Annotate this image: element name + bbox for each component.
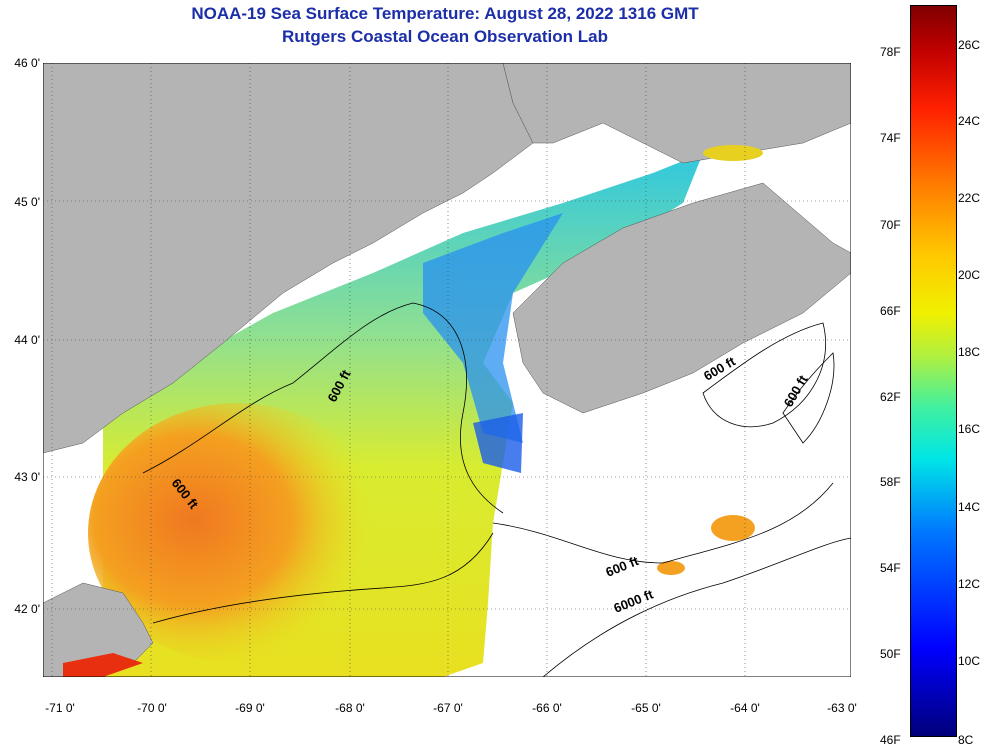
lon-label-69: -69 0' [235,701,265,715]
cold-patch [473,413,523,473]
lat-label-44: 44 0' [14,333,40,347]
colorbar-label-f: 58F [880,475,901,489]
lon-label-65: -65 0' [631,701,661,715]
colorbar-label-c: 18C [958,345,981,359]
colorbar-label-c: 10C [958,654,981,668]
land-nova-scotia [512,182,851,414]
warm-shelf [63,653,143,677]
lon-label-70: -70 0' [137,701,167,715]
lat-label-45: 45 0' [14,195,40,209]
lat-label-43: 43 0' [14,470,40,484]
colorbar-label-f: 54F [880,561,901,575]
lon-label-63: -63 0' [827,701,857,715]
colorbar-label-c: 14C [958,500,981,514]
map-subtitle: Rutgers Coastal Ocean Observation Lab [282,27,608,46]
map-title: NOAA-19 Sea Surface Temperature: August … [191,4,699,23]
colorbar-label-f: 62F [880,390,901,404]
cold-band [423,213,563,443]
lat-label-42: 42 0' [14,602,40,616]
sst-map: 600 ft 600 ft 600 ft 600 ft 600 ft 6000 … [43,63,851,677]
lon-label-67: -67 0' [433,701,463,715]
warm-patch [703,145,763,161]
temperature-colorbar [910,5,957,737]
colorbar-label-c: 8C [958,733,974,747]
lon-label-71: -71 0' [45,701,75,715]
contour-600ft [702,322,826,428]
warm-core [88,403,388,663]
land-new-brunswick [502,63,851,164]
warm-eddy [711,515,755,541]
colorbar-label-c: 26C [958,38,981,52]
lon-label-64: -64 0' [730,701,760,715]
colorbar-label-f: 78F [880,45,901,59]
colorbar-label-c: 22C [958,191,981,205]
colorbar-label-c: 16C [958,422,981,436]
land-cape-cod [43,582,154,677]
contour-6000ft [542,537,851,677]
colorbar-label-f: 66F [880,304,901,318]
contour-600ft [782,352,835,444]
colorbar-label-c: 20C [958,268,981,282]
warm-eddy [657,561,685,575]
contour-600ft [142,302,504,514]
colorbar-label-f: 50F [880,647,901,661]
colorbar-label-f: 70F [880,218,901,232]
lon-label-66: -66 0' [532,701,562,715]
colorbar-label-c: 24C [958,114,981,128]
lon-label-68: -68 0' [335,701,365,715]
contour-600ft [492,482,834,564]
colorbar-label-c: 12C [958,577,981,591]
graticule [43,63,851,677]
lat-label-46: 46 0' [14,56,40,70]
colorbar-label-f: 74F [880,131,901,145]
colorbar-label-f: 46F [880,733,901,747]
